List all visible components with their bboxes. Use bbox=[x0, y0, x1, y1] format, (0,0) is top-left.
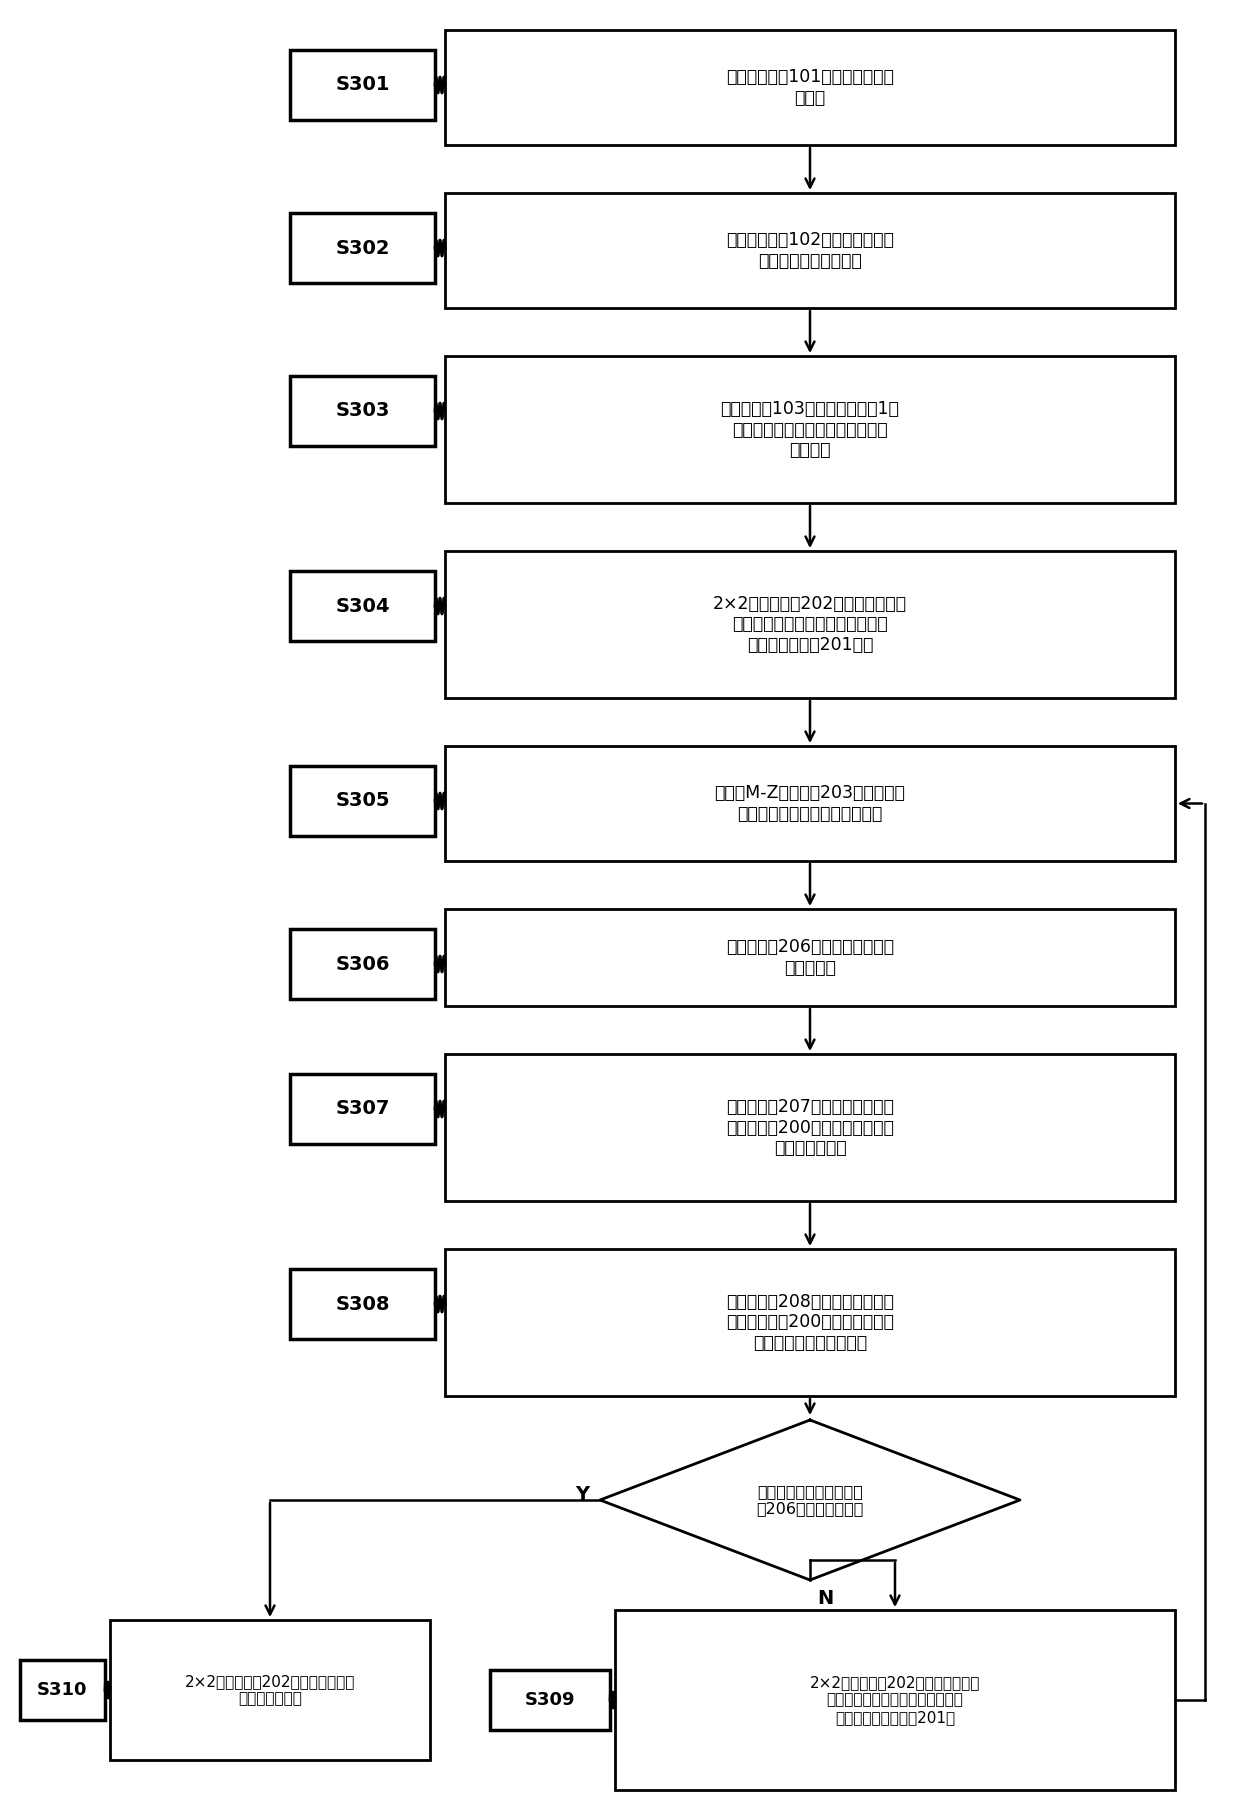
Text: S302: S302 bbox=[335, 238, 389, 258]
Text: S301: S301 bbox=[335, 76, 389, 94]
FancyBboxPatch shape bbox=[445, 355, 1176, 503]
Text: 光滤波器（206）进一步消除残余
的无用边带: 光滤波器（206）进一步消除残余 的无用边带 bbox=[725, 938, 894, 978]
FancyBboxPatch shape bbox=[290, 1268, 435, 1339]
FancyBboxPatch shape bbox=[290, 213, 435, 283]
FancyBboxPatch shape bbox=[290, 572, 435, 640]
Text: 电光调制器（102）对单波长直流
激光进行载波抑制调制: 电光调制器（102）对单波长直流 激光进行载波抑制调制 bbox=[727, 231, 894, 271]
FancyBboxPatch shape bbox=[445, 1248, 1176, 1396]
FancyBboxPatch shape bbox=[445, 550, 1176, 698]
FancyBboxPatch shape bbox=[445, 1054, 1176, 1201]
FancyBboxPatch shape bbox=[290, 375, 435, 446]
FancyBboxPatch shape bbox=[290, 767, 435, 835]
FancyBboxPatch shape bbox=[445, 31, 1176, 144]
FancyBboxPatch shape bbox=[445, 747, 1176, 861]
Text: S306: S306 bbox=[335, 954, 389, 974]
Text: 2×2光耦合器（202）将循环后的光
信号与新输入的激光合并，并耦合
一部分功率到光纤（201）: 2×2光耦合器（202）将循环后的光 信号与新输入的激光合并，并耦合 一部分功率… bbox=[810, 1676, 980, 1725]
FancyBboxPatch shape bbox=[110, 1620, 430, 1761]
FancyBboxPatch shape bbox=[290, 929, 435, 999]
Text: 双平行M-Z调制器（203）对输入的
光信号进行载波抑制单边带调制: 双平行M-Z调制器（203）对输入的 光信号进行载波抑制单边带调制 bbox=[714, 785, 905, 823]
Polygon shape bbox=[600, 1420, 1021, 1580]
Text: S307: S307 bbox=[335, 1099, 389, 1118]
Text: S305: S305 bbox=[335, 792, 389, 810]
FancyBboxPatch shape bbox=[445, 193, 1176, 308]
FancyBboxPatch shape bbox=[445, 909, 1176, 1007]
Text: 2×2光耦合器（202）将输入的波长
可连续调谐的直流激光的一部分功
率耦合到光纤（201）中: 2×2光耦合器（202）将输入的波长 可连续调谐的直流激光的一部分功 率耦合到光… bbox=[713, 595, 906, 655]
Text: 2×2光耦合器（202）将稳定的多波
长激光耦合输出: 2×2光耦合器（202）将稳定的多波 长激光耦合输出 bbox=[185, 1674, 355, 1707]
Text: S310: S310 bbox=[37, 1681, 88, 1699]
FancyBboxPatch shape bbox=[290, 51, 435, 121]
Text: N: N bbox=[817, 1589, 833, 1607]
FancyBboxPatch shape bbox=[290, 1073, 435, 1144]
Text: 光滤波器（103）取出需要的＋1阶
调制边带，作为波长可连续调谐的
直流激光: 光滤波器（103）取出需要的＋1阶 调制边带，作为波长可连续调谐的 直流激光 bbox=[720, 400, 899, 460]
Text: 光隔离器（208）保证多波长激光
器生成单元（200）中，环形腔内
的激光沿设计的方向传输: 光隔离器（208）保证多波长激光 器生成单元（200）中，环形腔内 的激光沿设计… bbox=[727, 1293, 894, 1353]
Text: 光放大器（207）补偿多波长激光
生成单元（200）中所有光器件引
入的光功率损耗: 光放大器（207）补偿多波长激光 生成单元（200）中所有光器件引 入的光功率损… bbox=[727, 1097, 894, 1158]
Text: S309: S309 bbox=[525, 1690, 575, 1708]
Text: S303: S303 bbox=[335, 402, 389, 420]
Text: 多波长激光覆盖光滤波器
（206）的整个通带？: 多波长激光覆盖光滤波器 （206）的整个通带？ bbox=[756, 1485, 864, 1515]
Text: S304: S304 bbox=[335, 597, 389, 615]
Text: S308: S308 bbox=[335, 1295, 389, 1313]
FancyBboxPatch shape bbox=[615, 1609, 1176, 1790]
FancyBboxPatch shape bbox=[490, 1671, 610, 1730]
FancyBboxPatch shape bbox=[20, 1660, 105, 1719]
Text: Y: Y bbox=[575, 1485, 589, 1505]
Text: 直流激光器（101）输出单波长直
流激光: 直流激光器（101）输出单波长直 流激光 bbox=[727, 69, 894, 106]
